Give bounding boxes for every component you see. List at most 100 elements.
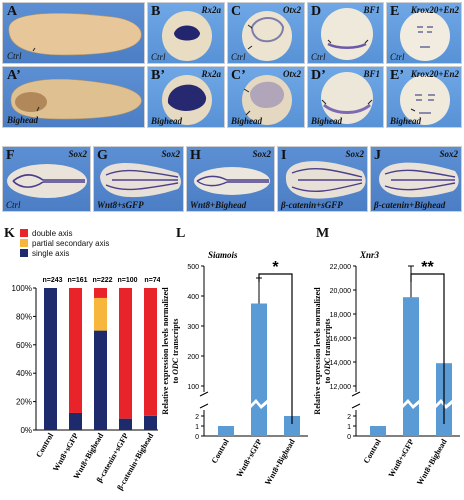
gene-label: Rx2a xyxy=(201,5,221,15)
x-tick-label: Control xyxy=(210,437,231,465)
y-tick-label: 16,000 xyxy=(330,336,352,343)
y-label-pre: to xyxy=(323,375,332,384)
gene-label: BF1 xyxy=(363,5,380,15)
panel-letter: E xyxy=(390,4,400,19)
legend-swatch-partial xyxy=(20,239,28,247)
embryo-otx2-ctrl xyxy=(242,11,292,61)
x-tick-label: Control xyxy=(34,431,55,459)
gene-label: Rx2a xyxy=(201,69,221,79)
bar-segment xyxy=(44,288,57,430)
y-tick-label: 0 xyxy=(347,434,351,441)
panel-letter: C xyxy=(231,4,242,19)
y-tick-label: 1 xyxy=(195,424,199,431)
gene-label: Krox20+En2 xyxy=(410,69,459,79)
panel-e-prime: E’ Krox20+En2 Bighead xyxy=(386,66,462,128)
embryo-rx2a-bighead xyxy=(162,75,212,125)
embryo-sox2-wnt8-sgfp xyxy=(100,162,181,198)
bar-chart-m: Xnr3 Relative expression levels normalize… xyxy=(313,250,460,487)
y-tick-label: 300 xyxy=(187,324,199,331)
panel-c: C Otx2 Ctrl xyxy=(227,2,305,64)
bar xyxy=(403,297,419,436)
gene-label: Otx2 xyxy=(283,69,301,79)
y-tick-label: 100% xyxy=(12,284,32,293)
y-tick-label: 2 xyxy=(195,414,199,421)
panel-d-prime: D’ BF1 Bighead xyxy=(307,66,384,128)
bar-segment xyxy=(119,418,132,430)
panel-letter: C’ xyxy=(231,68,246,83)
panel-f: F Sox2 Ctrl xyxy=(2,146,91,212)
panel-letter-l: L xyxy=(176,226,186,241)
panel-letter: E’ xyxy=(390,68,404,83)
x-tick-label: Wnt8+sGFP xyxy=(51,431,80,473)
gene-label: Sox2 xyxy=(161,149,180,159)
x-tick-label: Control xyxy=(362,437,383,465)
y-tick-label: 100 xyxy=(187,384,199,391)
legend-label: partial secondary axis xyxy=(32,238,110,248)
embryo-lateral-ctrl xyxy=(8,13,142,56)
gene-label: Sox2 xyxy=(68,149,87,159)
embryo-bf1-ctrl xyxy=(321,8,373,60)
y-tick-label: 0 xyxy=(195,434,199,441)
panel-letter: B’ xyxy=(151,68,165,83)
y-tick-label: 22,000 xyxy=(330,264,352,271)
significance-bracket xyxy=(258,273,293,424)
x-tick-label: Wnt8+Bighead xyxy=(263,437,297,487)
legend-k: double axis partial secondary axis singl… xyxy=(20,228,109,258)
significance-label: * xyxy=(272,259,279,276)
y-tick-label: 18,000 xyxy=(330,312,352,319)
legend-swatch-double xyxy=(20,229,28,237)
x-tick-label: Wnt8+Bighead xyxy=(415,437,449,487)
panel-label: Ctrl xyxy=(231,52,246,62)
embryo-sox2-wnt8-bighead xyxy=(194,167,270,195)
bar-segment xyxy=(94,288,107,298)
panel-c-prime: C’ Otx2 Bighead xyxy=(227,66,305,128)
gene-label: Sox2 xyxy=(439,149,458,159)
y-label-line2: to ODC transcripts xyxy=(171,319,180,384)
embryo-bf1-bighead xyxy=(321,72,373,124)
embryo-otx2-bighead xyxy=(242,75,292,125)
y-axis-label: Relative expression levels normalized to … xyxy=(161,287,180,415)
panel-label: Ctrl xyxy=(311,52,326,62)
y-tick-label: 1 xyxy=(347,424,351,431)
panel-letter-k: K xyxy=(4,226,15,241)
bar-break-mark xyxy=(250,399,268,409)
y-label-line2: to ODC transcripts xyxy=(323,319,332,384)
y-tick-label: 20,000 xyxy=(330,288,352,295)
bar-segment xyxy=(144,288,157,416)
panel-letter: B xyxy=(151,4,161,19)
n-label: n=243 xyxy=(42,277,62,284)
y-tick-label: 500 xyxy=(187,264,199,271)
bar xyxy=(251,303,267,436)
n-label: n=222 xyxy=(92,277,112,284)
embryo-sox2-bcatenin-bighead xyxy=(379,162,459,198)
y-label-ital: ODC xyxy=(323,357,332,375)
panel-label: Bighead xyxy=(7,115,39,125)
stacked-bar-chart-k: 0% 20% 40% 60% 80% 100% n=243 Control n=161 Wnt8+… xyxy=(12,277,160,492)
legend-label: single axis xyxy=(32,248,70,258)
bar-break-mark xyxy=(402,399,420,409)
significance-label: ** xyxy=(421,259,434,276)
y-tick-label: 12,000 xyxy=(330,384,352,391)
y-tick-label: 0% xyxy=(20,426,32,435)
n-label: n=74 xyxy=(144,277,160,284)
bar-segment xyxy=(144,415,157,430)
panel-letter: H xyxy=(190,148,201,163)
panel-letter-m: M xyxy=(316,226,330,241)
n-label: n=161 xyxy=(67,277,87,284)
legend-label: double axis xyxy=(32,228,73,238)
y-label-line1: Relative expression levels normalized xyxy=(161,287,170,415)
chart-title: Xnr3 xyxy=(359,250,380,260)
panel-label: Bighead xyxy=(390,116,422,126)
y-label-line1: Relative expression levels normalized xyxy=(313,287,322,415)
panel-letter: J xyxy=(374,148,381,163)
panel-e: E Krox20+En2 Ctrl xyxy=(386,2,462,64)
bar-segment xyxy=(94,297,107,331)
embryo-rx2a-ctrl xyxy=(162,11,212,61)
legend-item: partial secondary axis xyxy=(20,238,109,248)
panel-letter: A’ xyxy=(7,68,21,83)
y-tick-label: 20% xyxy=(16,398,32,407)
panel-label: Bighead xyxy=(231,116,263,126)
y-tick-label: 400 xyxy=(187,294,199,301)
panel-label: Ctrl xyxy=(151,52,166,62)
embryo-sox2-bcatenin-sgfp xyxy=(285,161,366,199)
